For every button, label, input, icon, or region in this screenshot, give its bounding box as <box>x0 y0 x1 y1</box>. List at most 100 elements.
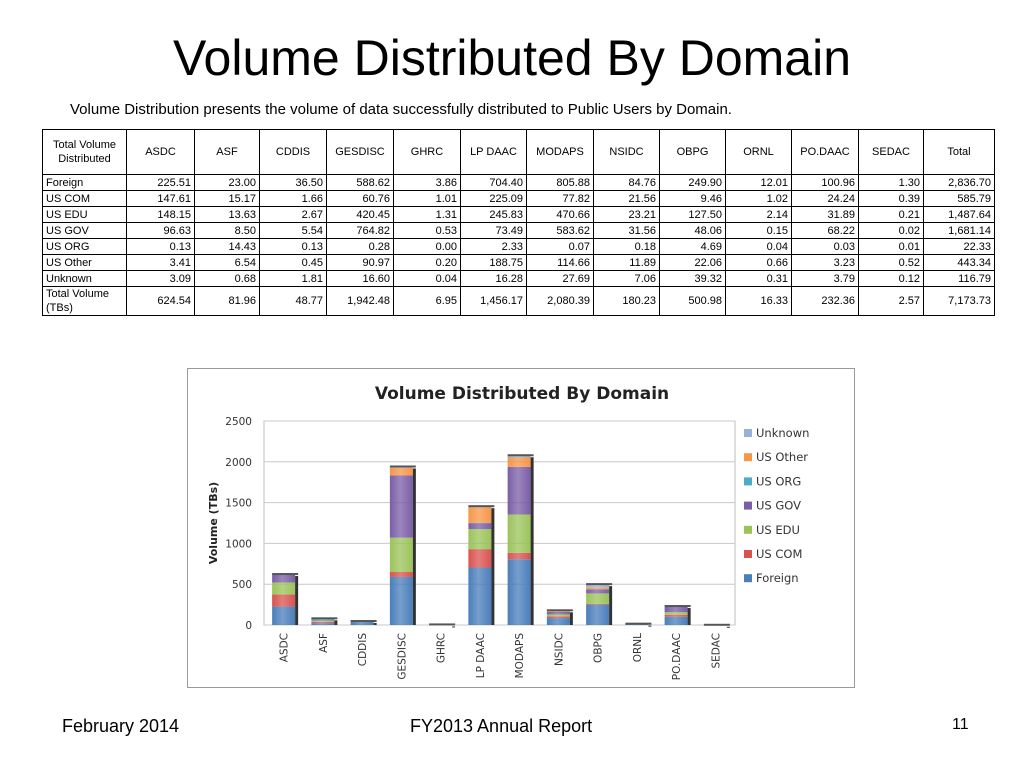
table-cell: 148.15 <box>126 206 195 223</box>
y-tick-label: 2000 <box>225 457 252 469</box>
table-cell: 2.14 <box>725 206 792 223</box>
bar-segment <box>468 549 492 568</box>
table-cell: 147.61 <box>126 190 195 207</box>
table-cell: 14.43 <box>194 238 260 255</box>
table-cell: 5.54 <box>259 222 327 239</box>
column-header: CDDIS <box>259 129 327 175</box>
table-cell: 180.23 <box>593 286 660 316</box>
table-row: Foreign 225.51 23.00 36.50 588.62 3.86 704.40 8… <box>42 174 995 191</box>
bar-segment <box>507 457 531 467</box>
table-cell: 22.06 <box>659 254 726 271</box>
bar-cap <box>586 583 613 586</box>
table-row: US Other 3.41 6.54 0.45 90.97 0.20 188.75 114.6… <box>42 254 995 271</box>
bar-shadow <box>687 608 691 625</box>
bar-cap <box>468 505 495 508</box>
table-cell: 48.06 <box>659 222 726 239</box>
table-cell: 68.22 <box>791 222 859 239</box>
bar-cap <box>546 609 573 612</box>
bar-shadow <box>726 626 730 628</box>
table-cell: 0.21 <box>858 206 924 223</box>
bar-segment <box>546 618 570 625</box>
bar-segment <box>586 589 610 594</box>
x-tick-label: ASF <box>318 633 330 653</box>
bar-segment <box>272 606 296 625</box>
column-header: ORNL <box>725 129 792 175</box>
table-row: Unknown 3.09 0.68 1.81 16.60 0.04 16.28 27.69 7.… <box>42 270 995 287</box>
slide-subtitle: Volume Distribution presents the volume … <box>70 101 732 118</box>
table-cell: 1.30 <box>858 174 924 191</box>
table-cell: 116.79 <box>923 270 995 287</box>
table-cell: 225.09 <box>460 190 527 207</box>
bar-cap <box>272 573 299 576</box>
table-cell: 0.07 <box>526 238 594 255</box>
bar-shadow <box>334 620 338 625</box>
page-number: 11 <box>952 716 969 733</box>
x-tick-label: LP DAAC <box>475 633 487 678</box>
x-tick-label: OBPG <box>593 633 605 663</box>
y-tick-label: 500 <box>232 579 252 591</box>
bar-segment <box>350 622 374 625</box>
table-cell: 1,942.48 <box>326 286 394 316</box>
table-cell: 16.33 <box>725 286 792 316</box>
bar-segment <box>311 620 335 621</box>
bar-cap <box>389 465 416 468</box>
column-header: GHRC <box>393 129 461 175</box>
legend-swatch <box>744 574 752 583</box>
row-label: Unknown <box>42 270 127 287</box>
table-cell: 2.57 <box>858 286 924 316</box>
bar-segment <box>272 594 296 607</box>
x-tick-label: ORNL <box>632 633 644 662</box>
y-axis-label: Volume (TBs) <box>207 482 220 564</box>
row-label: US EDU <box>42 206 127 223</box>
table-cell: 245.83 <box>460 206 527 223</box>
bar-segment <box>507 466 531 515</box>
bar-segment <box>272 574 296 583</box>
table-cell: 16.28 <box>460 270 527 287</box>
bar-segment <box>664 616 688 625</box>
table-row: US EDU 148.15 13.63 2.67 420.45 1.31 245.83 470… <box>42 206 995 223</box>
table-cell: 24.24 <box>791 190 859 207</box>
table-cell: 84.76 <box>593 174 660 191</box>
row-label: Foreign <box>42 174 127 191</box>
column-header: NSIDC <box>593 129 660 175</box>
table-cell: 2.33 <box>460 238 527 255</box>
legend-swatch <box>744 453 752 462</box>
slide-title: Volume Distributed By Domain <box>172 30 852 86</box>
column-header: MODAPS <box>526 129 594 175</box>
bar-segment <box>468 523 492 530</box>
bar-segment <box>507 514 531 553</box>
table-cell: 21.56 <box>593 190 660 207</box>
table-cell: 4.69 <box>659 238 726 255</box>
table-cell: 0.39 <box>858 190 924 207</box>
table-cell: 15.17 <box>194 190 260 207</box>
table-cell: 1,487.64 <box>923 206 995 223</box>
table-cell: 0.52 <box>858 254 924 271</box>
bar-segment <box>586 604 610 625</box>
table-cell: 1.81 <box>259 270 327 287</box>
row-label: US COM <box>42 190 127 207</box>
x-tick-label: NSIDC <box>553 633 565 666</box>
table-cell: 232.36 <box>791 286 859 316</box>
table-cell: 0.13 <box>126 238 195 255</box>
bar-segment <box>389 572 413 577</box>
table-cell: 1,681.14 <box>923 222 995 239</box>
distribution-table: Total Volume Distributed ASDC ASF CDDIS … <box>42 129 995 316</box>
x-tick-label: ASDC <box>279 633 291 662</box>
legend-label: Foreign <box>756 571 799 585</box>
column-header: Total <box>923 129 995 175</box>
table-cell: 1.01 <box>393 190 461 207</box>
bar-segment <box>311 621 335 624</box>
bar-shadow <box>491 508 495 625</box>
table-cell: 12.01 <box>725 174 792 191</box>
table-cell: 23.21 <box>593 206 660 223</box>
table-cell: 0.28 <box>326 238 394 255</box>
legend-swatch <box>744 501 752 510</box>
legend-label: US COM <box>756 547 802 561</box>
table-cell: 27.69 <box>526 270 594 287</box>
bar-cap <box>703 623 730 626</box>
table-corner-header: Total Volume Distributed <box>42 129 127 175</box>
bar-cap <box>507 454 534 457</box>
x-tick-label: SEDAC <box>710 633 722 669</box>
bar-segment <box>546 611 570 615</box>
column-header: SEDAC <box>858 129 924 175</box>
